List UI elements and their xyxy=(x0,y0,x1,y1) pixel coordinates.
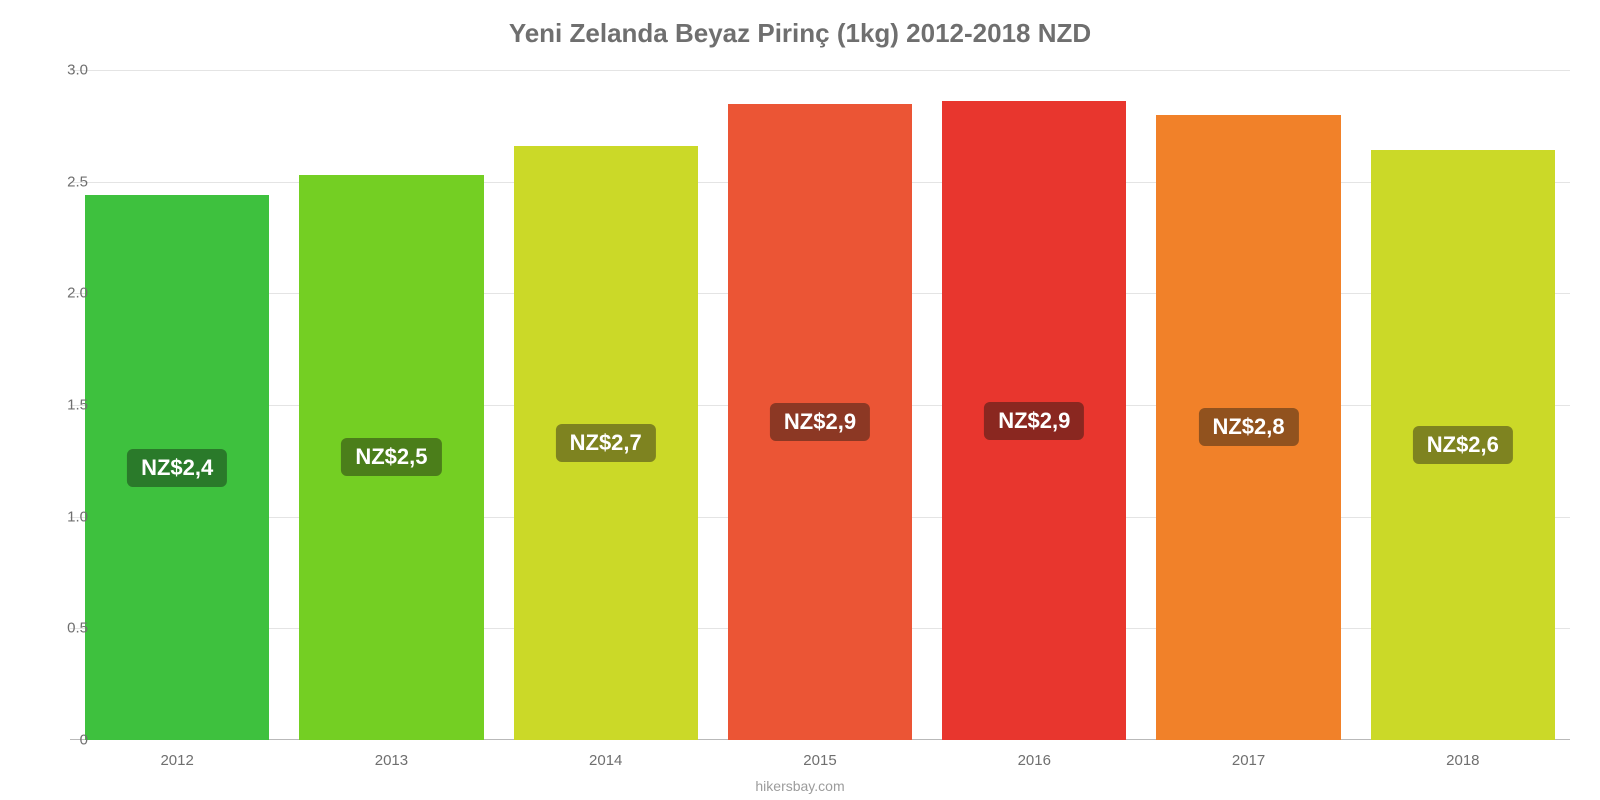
bar-value-label: NZ$2,9 xyxy=(984,402,1084,440)
y-tick-label: 2.5 xyxy=(38,173,88,190)
x-tick-label: 2013 xyxy=(375,752,408,769)
x-tick-label: 2017 xyxy=(1232,752,1265,769)
chart-title: Yeni Zelanda Beyaz Pirinç (1kg) 2012-201… xyxy=(0,18,1600,49)
bar: NZ$2,4 xyxy=(85,195,269,740)
y-tick-label: 2.0 xyxy=(38,285,88,302)
x-tick-label: 2018 xyxy=(1446,752,1479,769)
bar-slot: NZ$2,82017 xyxy=(1141,70,1355,740)
bar: NZ$2,5 xyxy=(299,175,483,740)
bar-slot: NZ$2,72014 xyxy=(499,70,713,740)
x-tick-label: 2014 xyxy=(589,752,622,769)
bar-value-label: NZ$2,8 xyxy=(1198,408,1298,446)
bar: NZ$2,8 xyxy=(1156,115,1340,740)
bar-value-label: NZ$2,7 xyxy=(556,424,656,462)
x-tick-label: 2016 xyxy=(1018,752,1051,769)
plot-area: NZ$2,42012NZ$2,52013NZ$2,72014NZ$2,92015… xyxy=(70,70,1570,740)
y-tick-label: 1.5 xyxy=(38,397,88,414)
bar-slot: NZ$2,52013 xyxy=(284,70,498,740)
y-tick-label: 1.0 xyxy=(38,508,88,525)
bars-container: NZ$2,42012NZ$2,52013NZ$2,72014NZ$2,92015… xyxy=(70,70,1570,740)
bar: NZ$2,9 xyxy=(942,101,1126,740)
x-tick-label: 2015 xyxy=(803,752,836,769)
bar-value-label: NZ$2,4 xyxy=(127,449,227,487)
bar-slot: NZ$2,92016 xyxy=(927,70,1141,740)
y-tick-label: 3.0 xyxy=(38,62,88,79)
bar-slot: NZ$2,92015 xyxy=(713,70,927,740)
y-tick-label: 0 xyxy=(38,732,88,749)
bar-slot: NZ$2,62018 xyxy=(1356,70,1570,740)
bar-slot: NZ$2,42012 xyxy=(70,70,284,740)
bar-value-label: NZ$2,9 xyxy=(770,403,870,441)
credit-text: hikersbay.com xyxy=(0,778,1600,794)
bar: NZ$2,6 xyxy=(1371,150,1555,740)
x-tick-label: 2012 xyxy=(160,752,193,769)
bar: NZ$2,9 xyxy=(728,104,912,741)
y-tick-label: 0.5 xyxy=(38,620,88,637)
bar-chart: Yeni Zelanda Beyaz Pirinç (1kg) 2012-201… xyxy=(0,0,1600,800)
bar-value-label: NZ$2,6 xyxy=(1413,426,1513,464)
bar: NZ$2,7 xyxy=(514,146,698,740)
bar-value-label: NZ$2,5 xyxy=(341,438,441,476)
